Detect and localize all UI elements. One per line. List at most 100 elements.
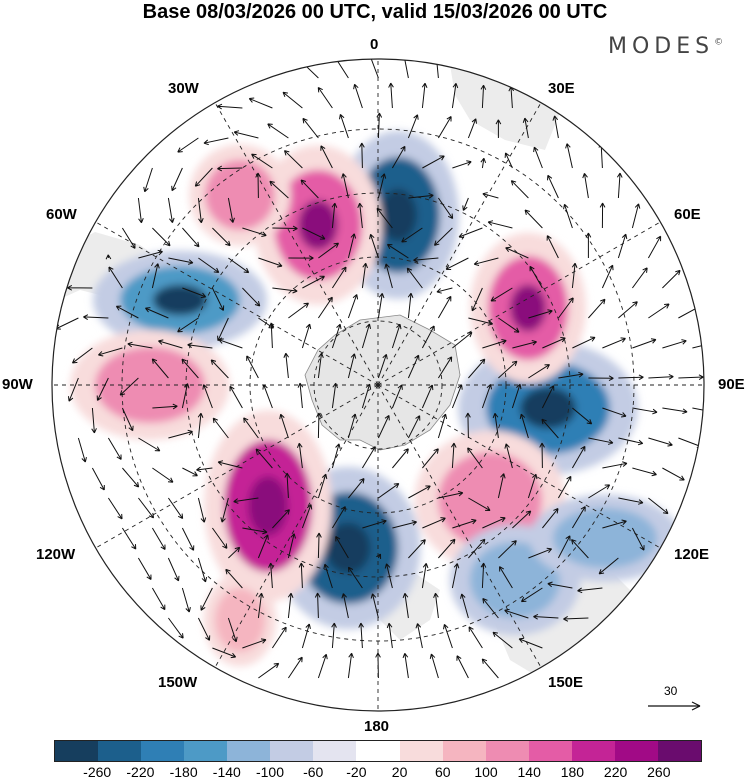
- wind-arrow: [438, 490, 464, 499]
- lon-label-180: 180: [364, 718, 390, 735]
- wind-arrow: [137, 197, 144, 224]
- anomaly-core: [298, 200, 338, 250]
- wind-arrow: [692, 340, 704, 349]
- wind-arrow: [301, 504, 313, 529]
- wind-arrow: [151, 587, 166, 611]
- wind-arrow: [335, 536, 349, 559]
- wind-arrow: [317, 86, 333, 109]
- wind-arrow: [220, 497, 229, 523]
- wind-arrow: [348, 478, 365, 499]
- wind-arrow: [282, 91, 303, 109]
- wind-arrow: [181, 358, 199, 379]
- wind-arrow: [268, 322, 275, 349]
- colorbar-cell: [571, 741, 615, 761]
- wind-arrow: [460, 593, 469, 619]
- wind-arrow: [143, 167, 153, 193]
- wind-arrow: [481, 384, 492, 409]
- wind-arrow: [482, 192, 499, 199]
- wind-arrow: [255, 172, 261, 199]
- wind-arrow: [358, 622, 364, 649]
- wind-arrow: [616, 172, 623, 199]
- wind-arrow: [302, 275, 325, 289]
- wind-arrow: [251, 153, 273, 169]
- wind-arrow: [533, 613, 559, 620]
- wind-arrow: [279, 413, 289, 439]
- wind-arrow: [181, 383, 190, 409]
- wind-arrow: [456, 655, 469, 679]
- wind-arrow: [257, 592, 264, 619]
- wind-arrow: [563, 616, 589, 622]
- wind-arrow: [171, 167, 183, 192]
- wind-arrow: [527, 473, 538, 499]
- wind-arrow: [121, 227, 136, 249]
- colorbar-tick-label: 220: [603, 764, 628, 780]
- wind-arrow: [588, 437, 614, 445]
- wind-arrow: [108, 266, 123, 289]
- wind-arrow: [510, 180, 529, 199]
- wind-arrow: [692, 407, 704, 415]
- wind-arrow: [248, 97, 273, 109]
- colorbar-tick-label: 60: [435, 764, 451, 780]
- wind-arrow: [557, 297, 574, 319]
- anomaly-field: [70, 130, 681, 667]
- wind-arrow: [317, 352, 324, 379]
- wind-arrow: [287, 656, 303, 679]
- wind-arrow: [647, 235, 662, 259]
- wind-arrow: [377, 414, 390, 439]
- wind-arrow: [121, 527, 137, 550]
- wind-arrow: [422, 517, 446, 529]
- wind-arrow: [602, 519, 627, 529]
- wind-arrow: [438, 538, 456, 559]
- colorbar-tick-label: -260: [83, 764, 112, 780]
- wind-arrow: [331, 266, 347, 289]
- wind-arrow: [368, 59, 379, 79]
- wind-arrow: [437, 116, 452, 139]
- wind-arrow: [571, 539, 589, 559]
- colorbar-cell: [184, 741, 228, 761]
- wind-arrow: [200, 587, 213, 611]
- wind-arrow: [519, 413, 529, 439]
- wind-arrow: [233, 130, 259, 139]
- wind-arrow: [391, 145, 406, 169]
- wind-arrow: [541, 385, 555, 409]
- wind-arrow: [492, 412, 499, 439]
- wind-arrow: [341, 173, 349, 199]
- wind-arrow: [471, 287, 483, 312]
- wind-arrow: [152, 403, 178, 410]
- map-boundary: [51, 58, 705, 712]
- wind-arrow: [599, 202, 606, 229]
- wind-arrow: [212, 647, 237, 659]
- wind-arrow: [187, 342, 213, 349]
- colorbar-cell: [399, 741, 443, 761]
- wind-arrow: [300, 179, 319, 199]
- anomaly-core: [248, 476, 288, 536]
- colorbar-cell: [141, 741, 185, 761]
- colorbar-cell: [657, 741, 701, 761]
- wind-arrow: [452, 331, 473, 349]
- wind-arrow: [482, 516, 506, 529]
- wind-arrow: [402, 592, 409, 619]
- wind-arrow: [197, 497, 207, 523]
- wind-arrow: [77, 437, 87, 463]
- lon-label-150e: 150E: [548, 674, 584, 691]
- wind-arrow: [210, 359, 229, 379]
- wind-arrow: [242, 287, 261, 307]
- wind-arrow: [316, 532, 322, 559]
- wind-arrow: [437, 197, 454, 219]
- wind-arrow: [267, 123, 289, 139]
- wind-arrow: [127, 341, 153, 349]
- wind-arrow: [662, 467, 685, 481]
- wind-arrow: [391, 384, 403, 409]
- lon-label-90w: 90W: [2, 376, 33, 393]
- wind-arrow: [571, 262, 578, 289]
- reference-vector-value: 30: [664, 684, 678, 698]
- wind-arrow: [421, 384, 434, 409]
- wind-arrow: [571, 506, 586, 529]
- wind-arrow: [512, 340, 537, 349]
- lon-label-120e: 120E: [674, 546, 710, 563]
- wind-arrow: [632, 407, 658, 415]
- anomaly-center: [553, 508, 657, 568]
- wind-arrow: [529, 265, 543, 289]
- wind-arrow: [138, 249, 163, 259]
- wind-arrow: [481, 658, 499, 679]
